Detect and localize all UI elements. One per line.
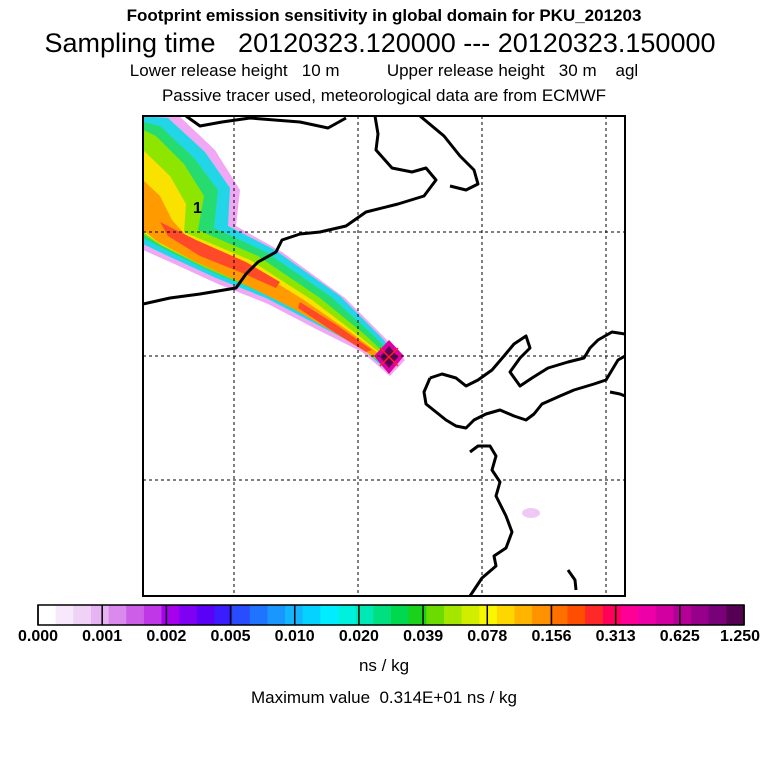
colorbar-tick-label: 0.010 (274, 628, 315, 645)
colorbar-tick-label: 0.001 (82, 628, 123, 645)
colorbar-cell (585, 605, 604, 625)
colorbar-cell (426, 605, 445, 625)
colorbar-tick-label: 0.005 (210, 628, 251, 645)
colorbar-cell (355, 605, 374, 625)
colorbar-tick-label: 0.039 (403, 628, 444, 645)
colorbar-cell (55, 605, 74, 625)
colorbar-cell (691, 605, 710, 625)
grid-lines (143, 116, 625, 596)
coastlines (143, 116, 625, 596)
sampling-time: Sampling time 20120323.120000 --- 201203… (44, 28, 716, 58)
colorbar-cell (673, 605, 692, 625)
colorbar-cell (373, 605, 392, 625)
colorbar-cell (267, 605, 286, 625)
colorbar-cell (708, 605, 727, 625)
colorbar-cell (143, 605, 163, 625)
plume-band-red-2 (298, 302, 372, 352)
colorbar-cell (249, 605, 269, 625)
colorbar-cell (90, 605, 110, 625)
colorbar-tick-label: 0.078 (467, 628, 508, 645)
colorbar-cell (567, 605, 586, 625)
colorbar-cell (161, 605, 180, 625)
colorbar-cell (479, 605, 498, 625)
colorbar-cell (196, 605, 216, 625)
release-heights: Lower release height 10 m Upper release … (129, 61, 639, 80)
plume-band-orange (143, 180, 382, 358)
colorbar-cell (443, 605, 463, 625)
colorbar-cell (638, 605, 657, 625)
colorbar-cell (320, 605, 339, 625)
isolated-patch (522, 508, 540, 518)
colorbar-cell (655, 605, 674, 625)
maximum-value: Maximum value 0.314E+01 ns / kg (251, 688, 517, 707)
colorbar-cell (38, 605, 57, 625)
colorbar-cell (549, 605, 569, 625)
colorbar-cell (214, 605, 233, 625)
colorbar-tick-label: 0.020 (338, 628, 379, 645)
plume-band-green (143, 122, 392, 366)
plume-band-lightgreen (143, 130, 388, 362)
colorbar-tick-label: 1.250 (719, 628, 761, 645)
colorbar-units: ns / kg (358, 656, 410, 675)
colorbar-cell (461, 605, 480, 625)
contour-label: 1 (193, 200, 202, 217)
colorbar-cell (232, 605, 251, 625)
colorbar-cell (496, 605, 516, 625)
colorbar-cell (338, 605, 357, 625)
colorbar-cell (602, 605, 622, 625)
colorbar-tick-label: 0.000 (17, 628, 59, 645)
colorbar-tick-label: 0.156 (531, 628, 572, 645)
colorbar-cell (620, 605, 639, 625)
colorbar-cell (408, 605, 427, 625)
release-point-marker (379, 347, 399, 367)
figure-title: Footprint emission sensitivity in global… (126, 6, 642, 25)
colorbar-cell (726, 605, 745, 625)
colorbar-tick-label: 0.313 (595, 628, 636, 645)
colorbar-cell (73, 605, 92, 625)
colorbar-cell (532, 605, 551, 625)
colorbar-cell (108, 605, 127, 625)
colorbar-tick-label: 0.625 (659, 628, 700, 645)
colorbar-cell (514, 605, 533, 625)
map-frame (142, 115, 626, 597)
colorbar-cell (126, 605, 145, 625)
colorbar-tick-label: 0.002 (146, 628, 187, 645)
colorbar-cell (391, 605, 410, 625)
tracer-info: Passive tracer used, meteorological data… (161, 86, 607, 105)
colorbar-cell (302, 605, 321, 625)
colorbar-cell (179, 605, 198, 625)
